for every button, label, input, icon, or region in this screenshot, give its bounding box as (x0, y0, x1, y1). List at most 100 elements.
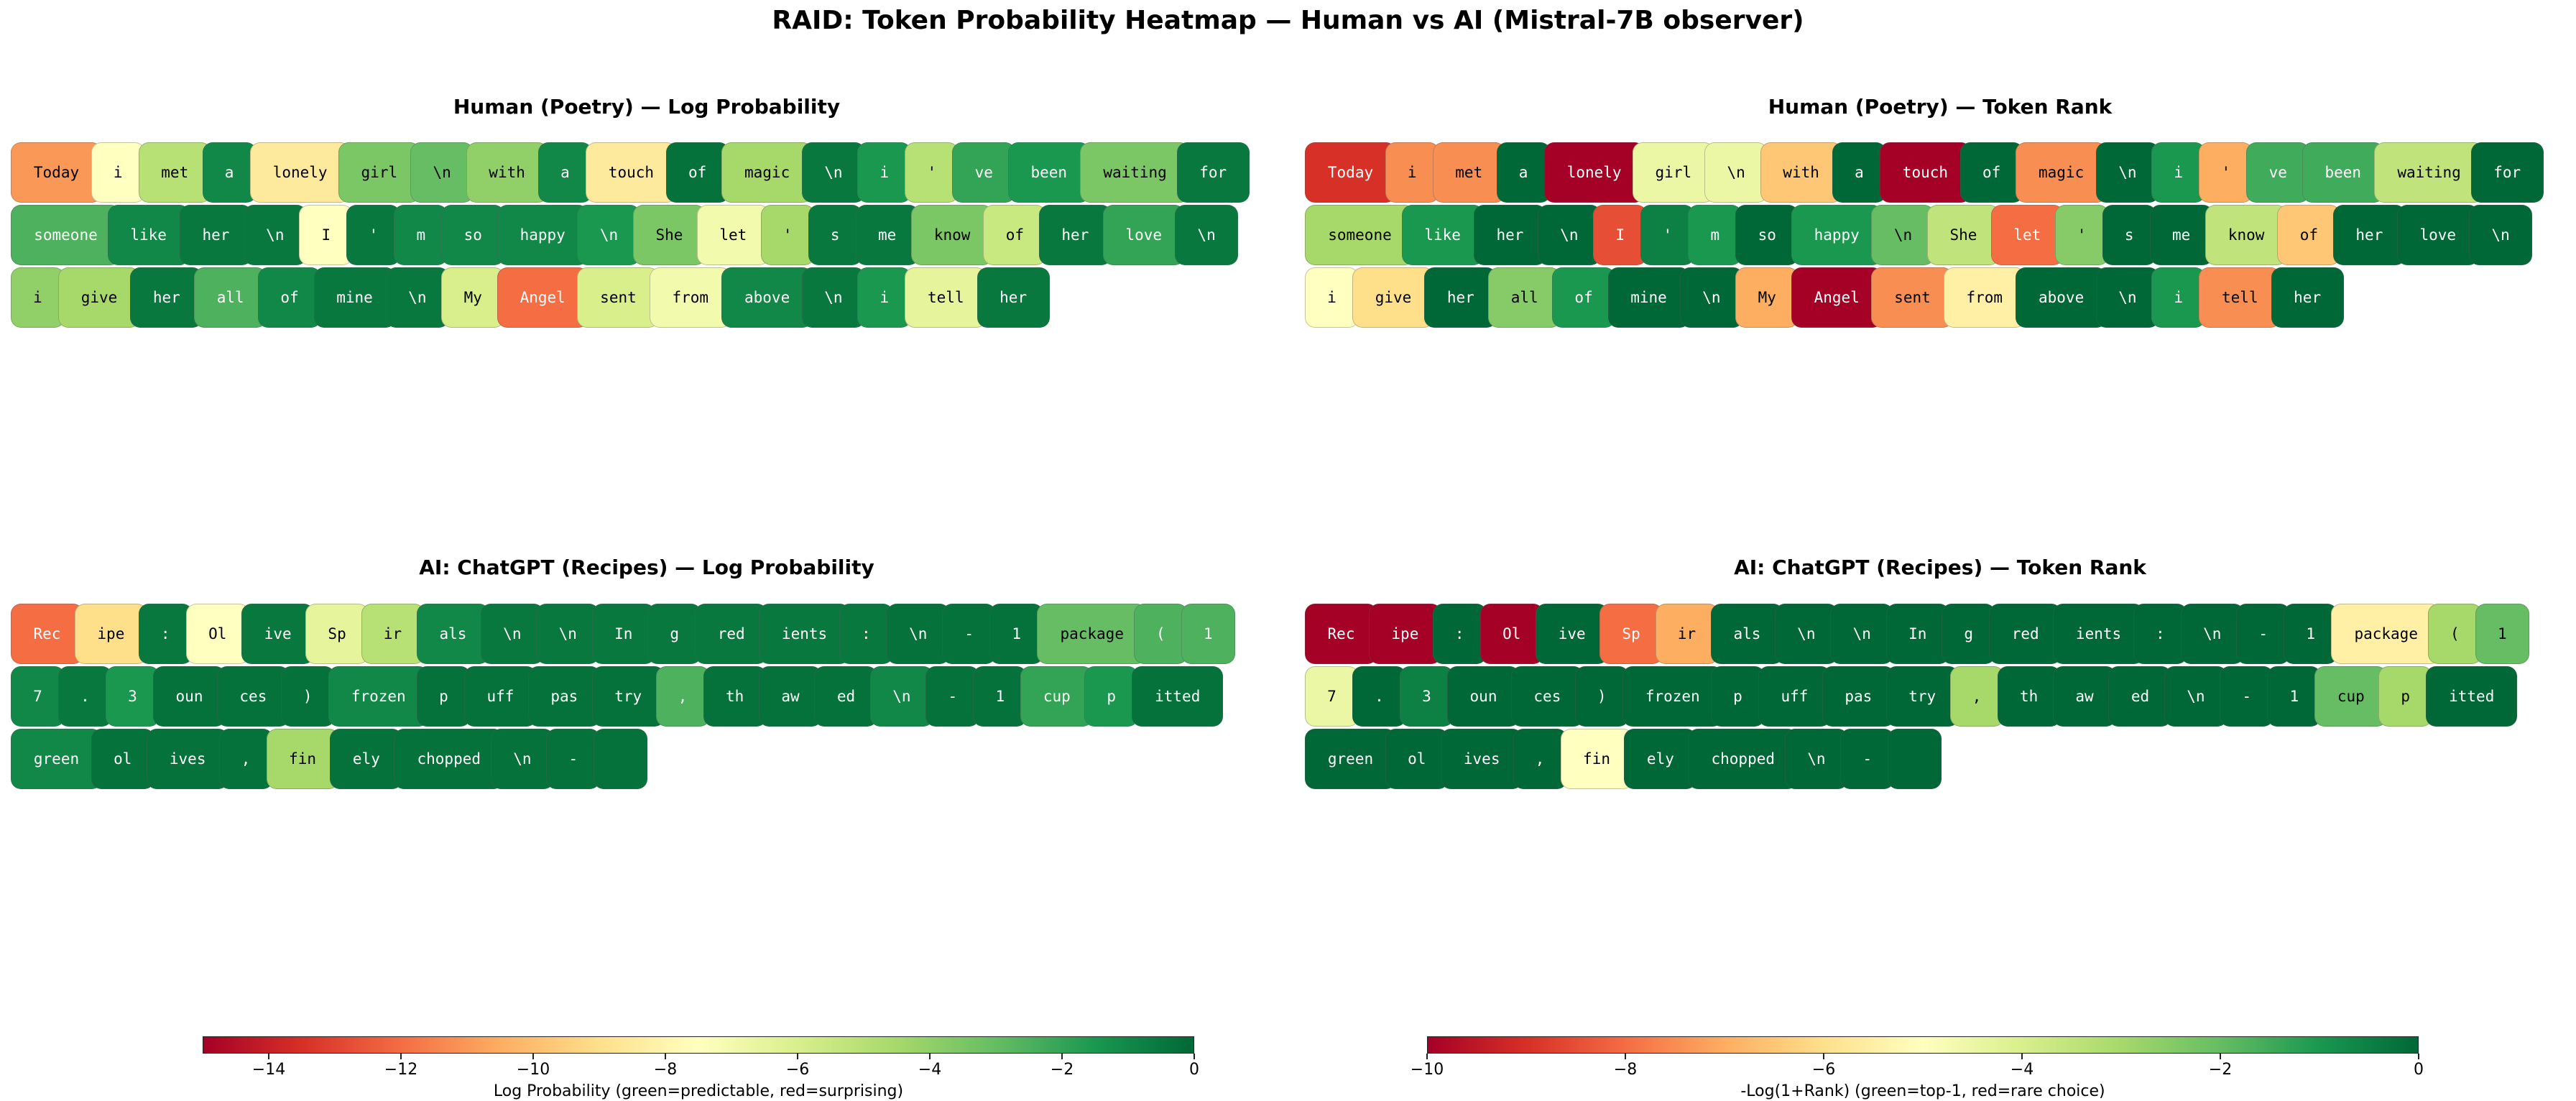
token-cell: Ol (1479, 604, 1543, 664)
token-cell: Rec (1305, 604, 1377, 664)
token-cell: p (1084, 666, 1139, 727)
token-cell: s (2102, 205, 2156, 265)
panel-title-human-logprob: Human (Poetry) — Log Probability (453, 95, 841, 119)
token-cell (594, 729, 648, 789)
token-cell: pas (527, 666, 601, 727)
token-cell: above (2016, 267, 2108, 328)
token-cell: p (2378, 666, 2433, 727)
token-cell: like (107, 205, 190, 265)
token-cell: th (703, 666, 767, 727)
token-cell: \n (1774, 604, 1838, 664)
token-cell: touch (1879, 142, 1971, 203)
token-cell: i (1385, 142, 1439, 203)
token-cell: \n (2180, 604, 2244, 664)
token-cell: . (1352, 666, 1406, 727)
token-cell: - (1840, 729, 1895, 789)
token-cell: \n (1704, 142, 1768, 203)
token-cell: \n (490, 729, 554, 789)
token-cell: so (1735, 205, 1799, 265)
token-cell: i (91, 142, 145, 203)
token-cell: let (696, 205, 770, 265)
token-cell: red (1989, 604, 2062, 664)
token-cell: aw (759, 666, 823, 727)
token-cell: : (2133, 604, 2187, 664)
colorbar-tick-label: −10 (1410, 1061, 1444, 1079)
token-cell: ipe (74, 604, 147, 664)
token-cell: i (857, 267, 912, 328)
token-cell: ces (1510, 666, 1584, 727)
token-cell: for (1176, 142, 1250, 203)
heatmap-human-rank: Today i met a lonely girl \n with a touch of magic \… (1305, 142, 2570, 415)
token-cell: lonely (249, 142, 351, 203)
token-cell: \n (577, 205, 641, 265)
token-cell: frozen (328, 666, 429, 727)
token-cell: 1 (2284, 604, 2338, 664)
token-cell: - (942, 604, 997, 664)
token-cell: \n (243, 205, 307, 265)
token-cell: ' (2199, 142, 2253, 203)
token-cell: \n (536, 604, 600, 664)
token-cell: so (441, 205, 505, 265)
token-cell: Sp (305, 604, 369, 664)
colorbar-tick-label: −4 (2010, 1061, 2034, 1079)
token-cell: ed (2108, 666, 2172, 727)
token-cell: package (2331, 604, 2442, 664)
token-cell: for (2470, 142, 2544, 203)
token-cell: m (1688, 205, 1742, 265)
token-cell: s (808, 205, 862, 265)
token-cell: \n (2164, 666, 2228, 727)
heatmap-ai-rank: Rec ipe: Ol ive Sp ir als \n \n In g red ients: \n -1 p… (1305, 604, 2570, 877)
token-cell: th (1997, 666, 2061, 727)
token-cell: red (695, 604, 768, 664)
token-cell: of (258, 267, 322, 328)
token-cell: \n (2469, 205, 2533, 265)
token-cell: ir (1655, 604, 1719, 664)
token-cell: happy (497, 205, 588, 265)
token-cell: ' (760, 205, 815, 265)
colorbar-tick-label: −10 (516, 1061, 550, 1079)
token-cell: her (1473, 205, 1546, 265)
token-cell: , (655, 666, 710, 727)
token-cell: with (1760, 142, 1842, 203)
token-cell: Sp (1599, 604, 1663, 664)
token-cell: She (1926, 205, 2000, 265)
token-cell: love (1102, 205, 1185, 265)
token-cell: sent (577, 267, 660, 328)
token-cell: p (1710, 666, 1765, 727)
token-cell: let (1990, 205, 2064, 265)
token-cell: \n (1537, 205, 1601, 265)
colorbar-tick (2021, 1054, 2023, 1059)
colorbar-tick-label: −8 (653, 1061, 678, 1079)
token-cell: In (591, 604, 655, 664)
token-cell: 7 (1305, 666, 1359, 727)
token-cell: try (1885, 666, 1959, 727)
token-cell: her (179, 205, 252, 265)
token-cell: \n (1175, 205, 1239, 265)
token-cell: oun (1447, 666, 1520, 727)
colorbar-tick (268, 1054, 269, 1059)
token-cell: been (2302, 142, 2384, 203)
token-cell: 3 (1400, 666, 1454, 727)
token-cell: i (1305, 267, 1359, 328)
colorbar-tick (1061, 1054, 1063, 1059)
token-cell: \n (1784, 729, 1848, 789)
token-cell: her (2271, 267, 2344, 328)
token-cell: her (1424, 267, 1497, 328)
token-cell: ' (1640, 205, 1695, 265)
token-cell: itted (1132, 666, 1224, 727)
token-cell: met (1432, 142, 1505, 203)
token-cell: waiting (1080, 142, 1191, 203)
token-cell: ve (2246, 142, 2310, 203)
token-cell: \n (2095, 142, 2159, 203)
token-cell: me (855, 205, 919, 265)
token-cell: a (1496, 142, 1551, 203)
token-cell: a (537, 142, 592, 203)
token-cell: \n (886, 604, 950, 664)
token-cell: Angel (1791, 267, 1883, 328)
token-cell: all (1488, 267, 1561, 328)
colorbar-tick (1426, 1054, 1428, 1059)
token-cell: give (1352, 267, 1434, 328)
colorbar-tick-label: −12 (384, 1061, 418, 1079)
token-cell: tell (2199, 267, 2281, 328)
token-cell: ol (91, 729, 154, 789)
